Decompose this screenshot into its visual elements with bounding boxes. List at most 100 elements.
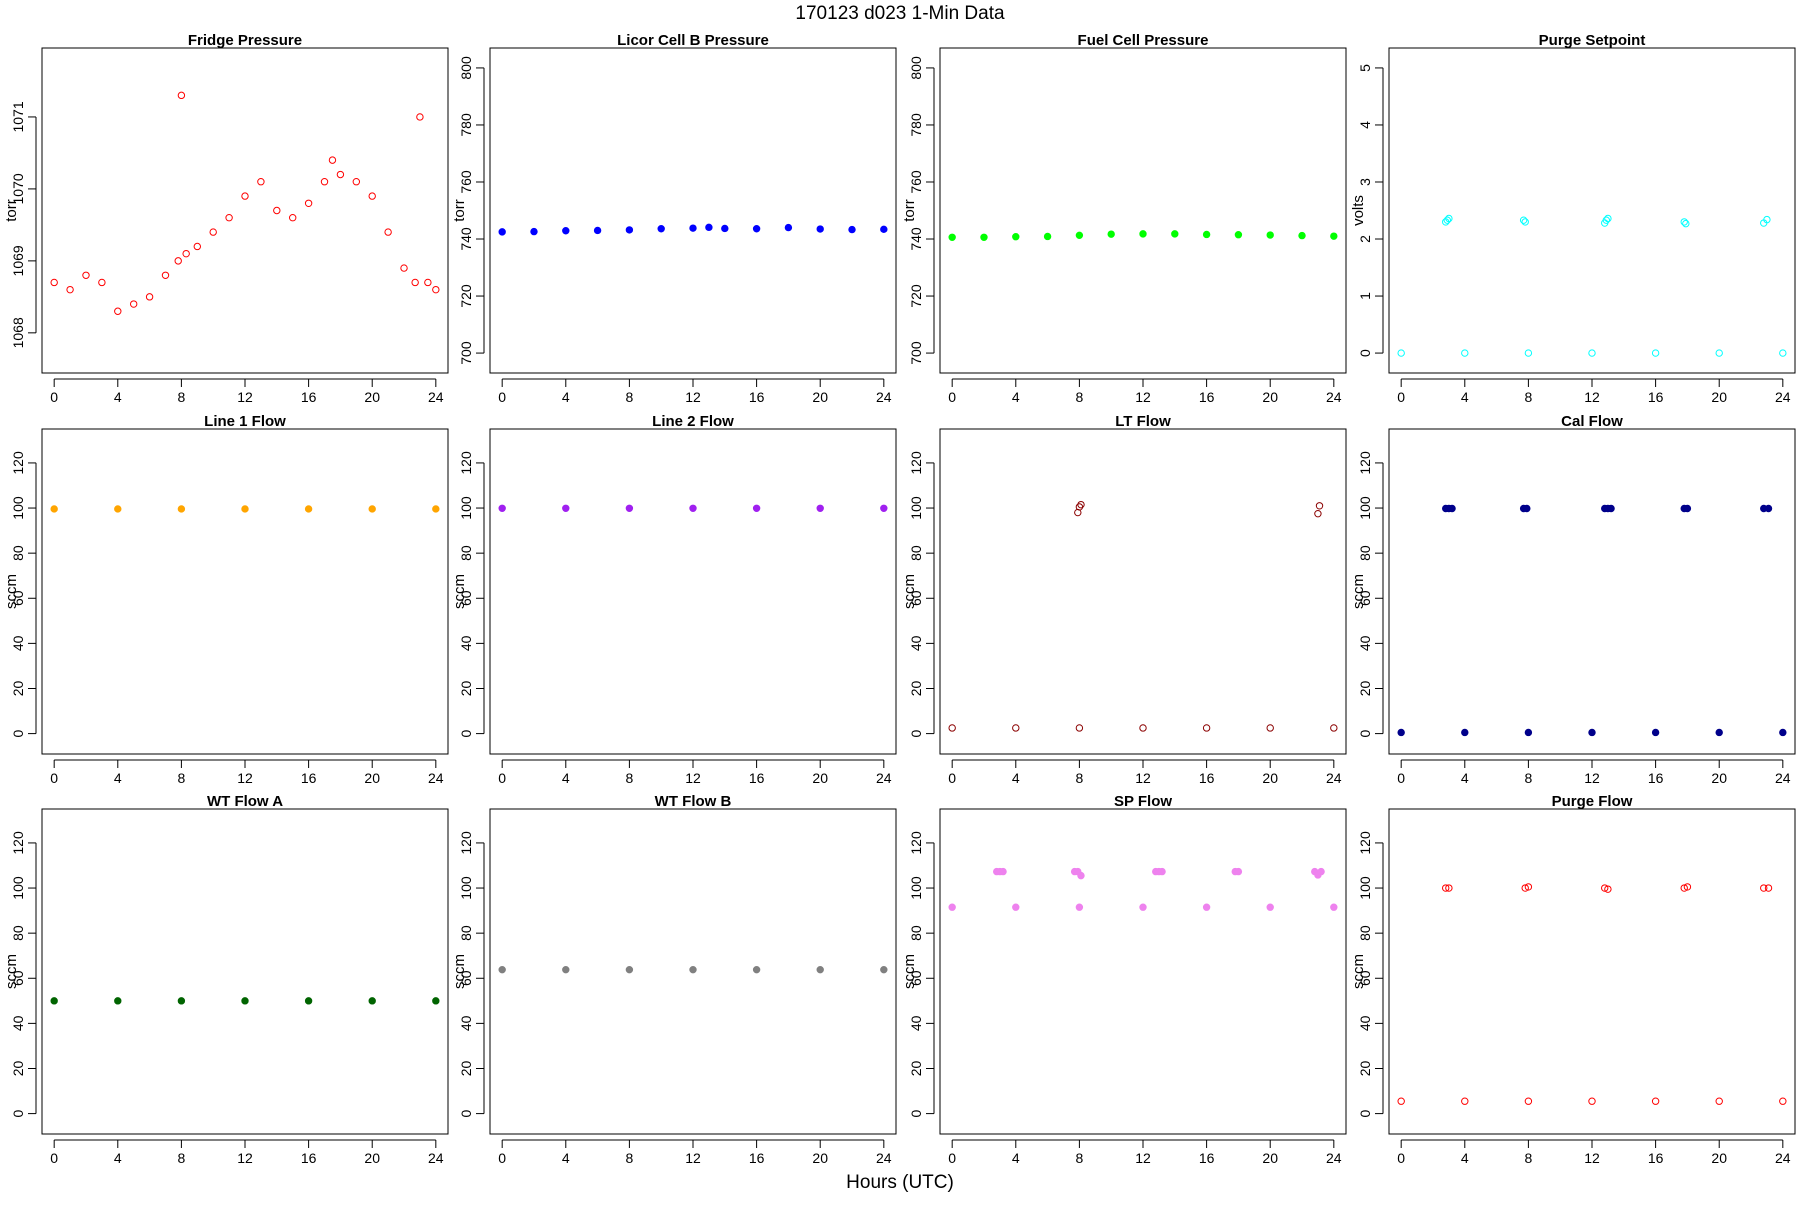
data-point xyxy=(784,223,793,232)
data-point xyxy=(1604,885,1612,893)
data-point xyxy=(1107,230,1115,238)
x-tick-label: 8 xyxy=(1524,1150,1532,1166)
x-tick-label: 0 xyxy=(948,389,956,405)
y-tick-label: 40 xyxy=(1357,635,1373,651)
y-tick-label: 0 xyxy=(10,1110,26,1118)
data-point xyxy=(66,285,74,294)
data-point xyxy=(1077,500,1085,509)
data-point xyxy=(1298,231,1306,240)
x-tick-label: 24 xyxy=(1326,389,1342,405)
x-tick-label: 16 xyxy=(1199,1150,1215,1166)
x-tick-label: 8 xyxy=(625,389,633,405)
chart-panel-2: Licor Cell B Pressure torr 0 4 8 12 16 20 24 700 7… xyxy=(451,32,897,405)
data-point xyxy=(999,867,1007,876)
data-point xyxy=(1075,903,1084,911)
y-tick-label: 40 xyxy=(908,635,924,651)
y-tick-label: 1070 xyxy=(10,173,26,204)
plot-frame xyxy=(1388,47,1796,374)
chart-panel-10: WT Flow B sccm 0 4 8 12 16 20 24 0 20 40 60 80 100 120 xyxy=(451,793,897,1166)
data-point xyxy=(1171,230,1179,238)
data-point xyxy=(1779,1097,1787,1105)
x-tick-label: 24 xyxy=(1326,1150,1342,1166)
data-point xyxy=(161,271,170,279)
x-tick-label: 0 xyxy=(50,1150,58,1166)
y-tick-label: 0 xyxy=(10,730,26,738)
x-tick-label: 0 xyxy=(498,1150,506,1166)
y-tick-label: 0 xyxy=(1357,349,1373,357)
x-tick-label: 16 xyxy=(749,1150,765,1166)
data-point xyxy=(1330,724,1338,732)
data-point xyxy=(980,233,988,242)
y-tick-label: 1 xyxy=(1357,292,1373,300)
y-tick-label: 0 xyxy=(1357,1110,1373,1118)
y-tick-label: 100 xyxy=(10,496,26,520)
y-tick-label: 780 xyxy=(908,113,924,137)
x-tick-label: 12 xyxy=(1584,389,1600,405)
data-point xyxy=(432,505,440,513)
data-point xyxy=(880,504,888,512)
panel-title: Purge Flow xyxy=(1552,793,1633,810)
data-point xyxy=(948,724,956,732)
y-tick-label: 20 xyxy=(908,1060,924,1076)
x-tick-label: 4 xyxy=(114,1150,122,1166)
data-point xyxy=(1202,903,1211,911)
y-tick-label: 60 xyxy=(10,590,26,606)
data-point xyxy=(562,227,570,235)
y-tick-label: 20 xyxy=(1357,1060,1373,1076)
data-point xyxy=(562,965,570,974)
x-tick-label: 4 xyxy=(1461,770,1469,786)
x-tick-label: 4 xyxy=(1012,1150,1020,1166)
data-point xyxy=(50,505,58,513)
data-point xyxy=(1683,504,1692,513)
data-point xyxy=(752,225,761,233)
y-tick-label: 80 xyxy=(908,925,924,941)
y-tick-label: 20 xyxy=(458,680,474,696)
data-point xyxy=(304,997,313,1005)
y-tick-label: 60 xyxy=(10,970,26,986)
data-point xyxy=(1715,728,1723,737)
x-tick-label: 8 xyxy=(1075,770,1083,786)
x-tick-label: 20 xyxy=(1711,1150,1727,1166)
y-tick-label: 1071 xyxy=(10,101,26,132)
panel-title: WT Flow B xyxy=(655,793,732,810)
y-axis-label: sccm xyxy=(901,954,918,989)
panel-title: Line 1 Flow xyxy=(204,413,286,430)
data-point xyxy=(1075,724,1084,732)
y-tick-label: 20 xyxy=(458,1060,474,1076)
x-tick-label: 24 xyxy=(1775,770,1791,786)
data-point xyxy=(498,965,506,974)
y-tick-label: 80 xyxy=(908,545,924,561)
data-point xyxy=(1602,216,1611,224)
x-tick-label: 20 xyxy=(1262,389,1278,405)
data-point xyxy=(1448,504,1456,513)
x-tick-label: 12 xyxy=(237,770,253,786)
plot-frame xyxy=(1388,428,1796,755)
data-point xyxy=(432,285,440,294)
y-tick-label: 100 xyxy=(458,496,474,520)
data-point xyxy=(1651,349,1660,357)
data-point xyxy=(1651,728,1660,737)
data-point xyxy=(1524,728,1533,737)
data-point xyxy=(1266,724,1274,732)
x-tick-label: 4 xyxy=(562,770,570,786)
y-tick-label: 80 xyxy=(10,925,26,941)
y-tick-label: 80 xyxy=(10,545,26,561)
data-point xyxy=(1397,728,1405,737)
panel-title: Cal Flow xyxy=(1561,413,1623,430)
data-point xyxy=(1764,504,1773,513)
y-axis-label: sccm xyxy=(451,954,468,989)
chart-panel-6: Line 2 Flow sccm 0 4 8 12 16 20 24 0 20 40 60 80 100 12… xyxy=(451,413,897,786)
x-tick-label: 20 xyxy=(1711,770,1727,786)
data-points xyxy=(498,223,888,236)
data-point xyxy=(593,226,602,235)
data-point xyxy=(328,156,337,164)
data-point xyxy=(1461,349,1469,357)
y-tick-label: 120 xyxy=(1357,451,1373,475)
data-points xyxy=(498,504,888,512)
y-tick-label: 20 xyxy=(10,680,26,696)
data-point xyxy=(1519,216,1528,224)
data-point xyxy=(368,505,376,513)
x-tick-label: 8 xyxy=(1075,389,1083,405)
data-points xyxy=(498,965,888,974)
